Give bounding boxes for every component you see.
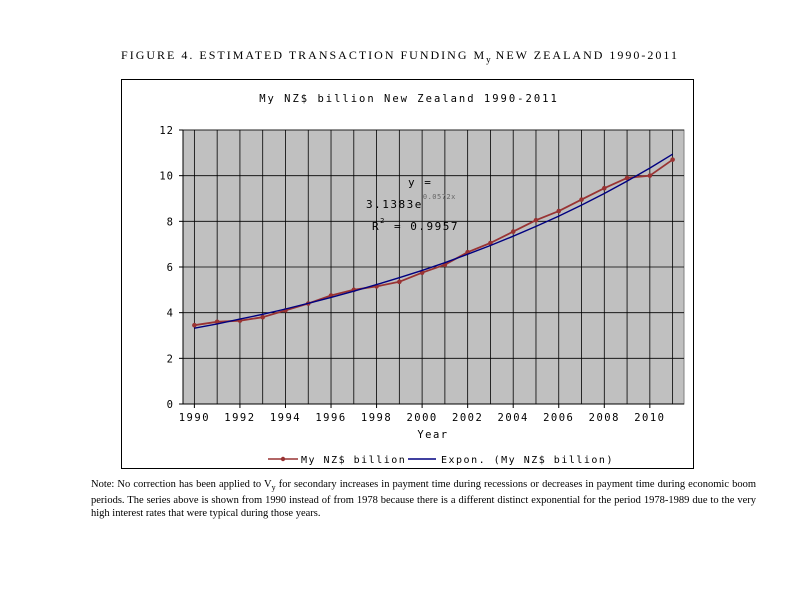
x-tick-label: 2000	[406, 412, 437, 424]
equation-base: 3.1383e	[366, 198, 423, 211]
series-line-exponential-fit	[194, 153, 673, 329]
y-tick-label: 0	[167, 399, 174, 411]
legend-label-observed: My NZ$ billion	[301, 455, 406, 466]
x-axis-label: Year	[417, 429, 448, 441]
equation-line-3: R2 = 0.9957	[372, 217, 459, 233]
data-point	[419, 270, 425, 276]
data-point	[214, 319, 220, 325]
equation-exponent: 0.0572x	[423, 193, 456, 201]
x-tick-label: 2010	[634, 412, 665, 424]
grid-lines	[182, 129, 684, 405]
footnote-prefix: Note: No correction has been applied to …	[91, 479, 272, 490]
legend-marker-observed	[280, 456, 286, 462]
data-point	[510, 229, 516, 234]
equation-line-1: y =	[408, 176, 432, 189]
data-point	[533, 217, 539, 223]
y-tick-label: 4	[167, 308, 174, 320]
figure-title: FIGURE 4. ESTIMATED TRANSACTION FUNDING …	[0, 48, 800, 64]
footnote: Note: No correction has been applied to …	[91, 478, 756, 520]
y-tick-label: 6	[167, 262, 174, 274]
data-point	[397, 279, 402, 285]
y-tick-label: 2	[167, 353, 174, 365]
figure-title-prefix: FIGURE 4. ESTIMATED TRANSACTION FUNDING …	[121, 48, 487, 62]
x-tick-label: 2006	[543, 412, 574, 424]
chart-title: My NZ$ billion New Zealand 1990-2011	[259, 93, 559, 105]
x-tick-label: 1998	[361, 412, 392, 424]
equation-line-2: 3.1383e0.0572x	[366, 193, 456, 211]
series-line-observed	[194, 158, 674, 327]
r-squared-symbol: R	[372, 220, 380, 233]
figure-title-suffix: NEW ZEALAND 1990-2011	[490, 48, 679, 62]
x-tick-label: 1996	[315, 412, 346, 424]
data-point	[601, 185, 607, 191]
x-tick-label: 2008	[589, 412, 620, 424]
legend-item-exponential-fit: Expon. (My NZ$ billion)	[408, 455, 614, 466]
r-squared-exponent: 2	[380, 217, 386, 225]
x-axis-ticks: 1990 1992 1994 1996 1998 2000 2002 2004 2006 2008…	[179, 404, 665, 424]
y-tick-label: 10	[159, 171, 174, 183]
data-point	[579, 197, 584, 202]
data-point	[624, 175, 630, 181]
y-tick-label: 12	[159, 125, 174, 137]
footnote-suffix: for secondary increases in payment time …	[91, 479, 757, 520]
y-tick-label: 8	[167, 216, 174, 228]
data-point	[670, 157, 675, 162]
x-tick-label: 2004	[498, 412, 529, 424]
x-tick-label: 1992	[224, 412, 255, 424]
legend-label-exponential-fit: Expon. (My NZ$ billion)	[441, 455, 614, 466]
x-tick-label: 2002	[452, 412, 483, 424]
footnote-subscript: y	[271, 483, 276, 493]
y-axis-ticks: 0 2 4 6 8 10 12	[159, 125, 183, 411]
legend-item-observed: My NZ$ billion	[268, 455, 406, 466]
r-squared-value: = 0.9957	[386, 220, 459, 233]
figure-title-subscript: y	[486, 54, 491, 65]
legend: My NZ$ billion Expon. (My NZ$ billion)	[268, 455, 614, 466]
x-tick-label: 1994	[270, 412, 301, 424]
data-point	[647, 173, 653, 178]
trendline-equation: y = 3.1383e0.0572x R2 = 0.9957	[366, 176, 459, 233]
data-point	[556, 208, 562, 214]
x-tick-label: 1990	[179, 412, 210, 424]
data-point	[488, 240, 493, 246]
series-layer	[192, 153, 675, 329]
data-point	[192, 322, 197, 328]
data-point	[260, 314, 266, 320]
